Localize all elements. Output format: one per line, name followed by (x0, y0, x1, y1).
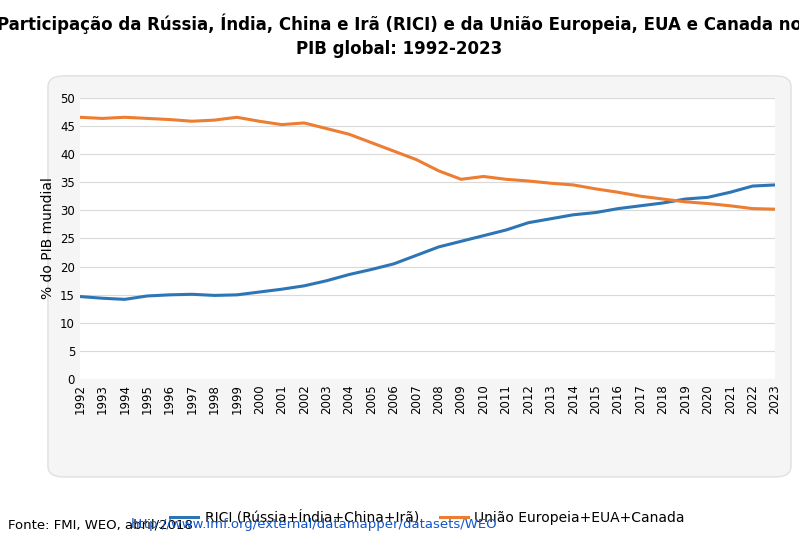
Text: http://www.imf.org/external/datamapper/datasets/WEO: http://www.imf.org/external/datamapper/d… (131, 518, 498, 531)
Text: Fonte: FMI, WEO, abril/2018: Fonte: FMI, WEO, abril/2018 (8, 518, 197, 531)
Text: Participação da Rússia, Índia, China e Irã (RICI) e da União Europeia, EUA e Can: Participação da Rússia, Índia, China e I… (0, 14, 799, 57)
Legend: RICI (Rússia+Índia+China+Irã), União Europeia+EUA+Canada: RICI (Rússia+Índia+China+Irã), União Eur… (165, 505, 690, 530)
Y-axis label: % do PIB mundial: % do PIB mundial (41, 178, 54, 299)
